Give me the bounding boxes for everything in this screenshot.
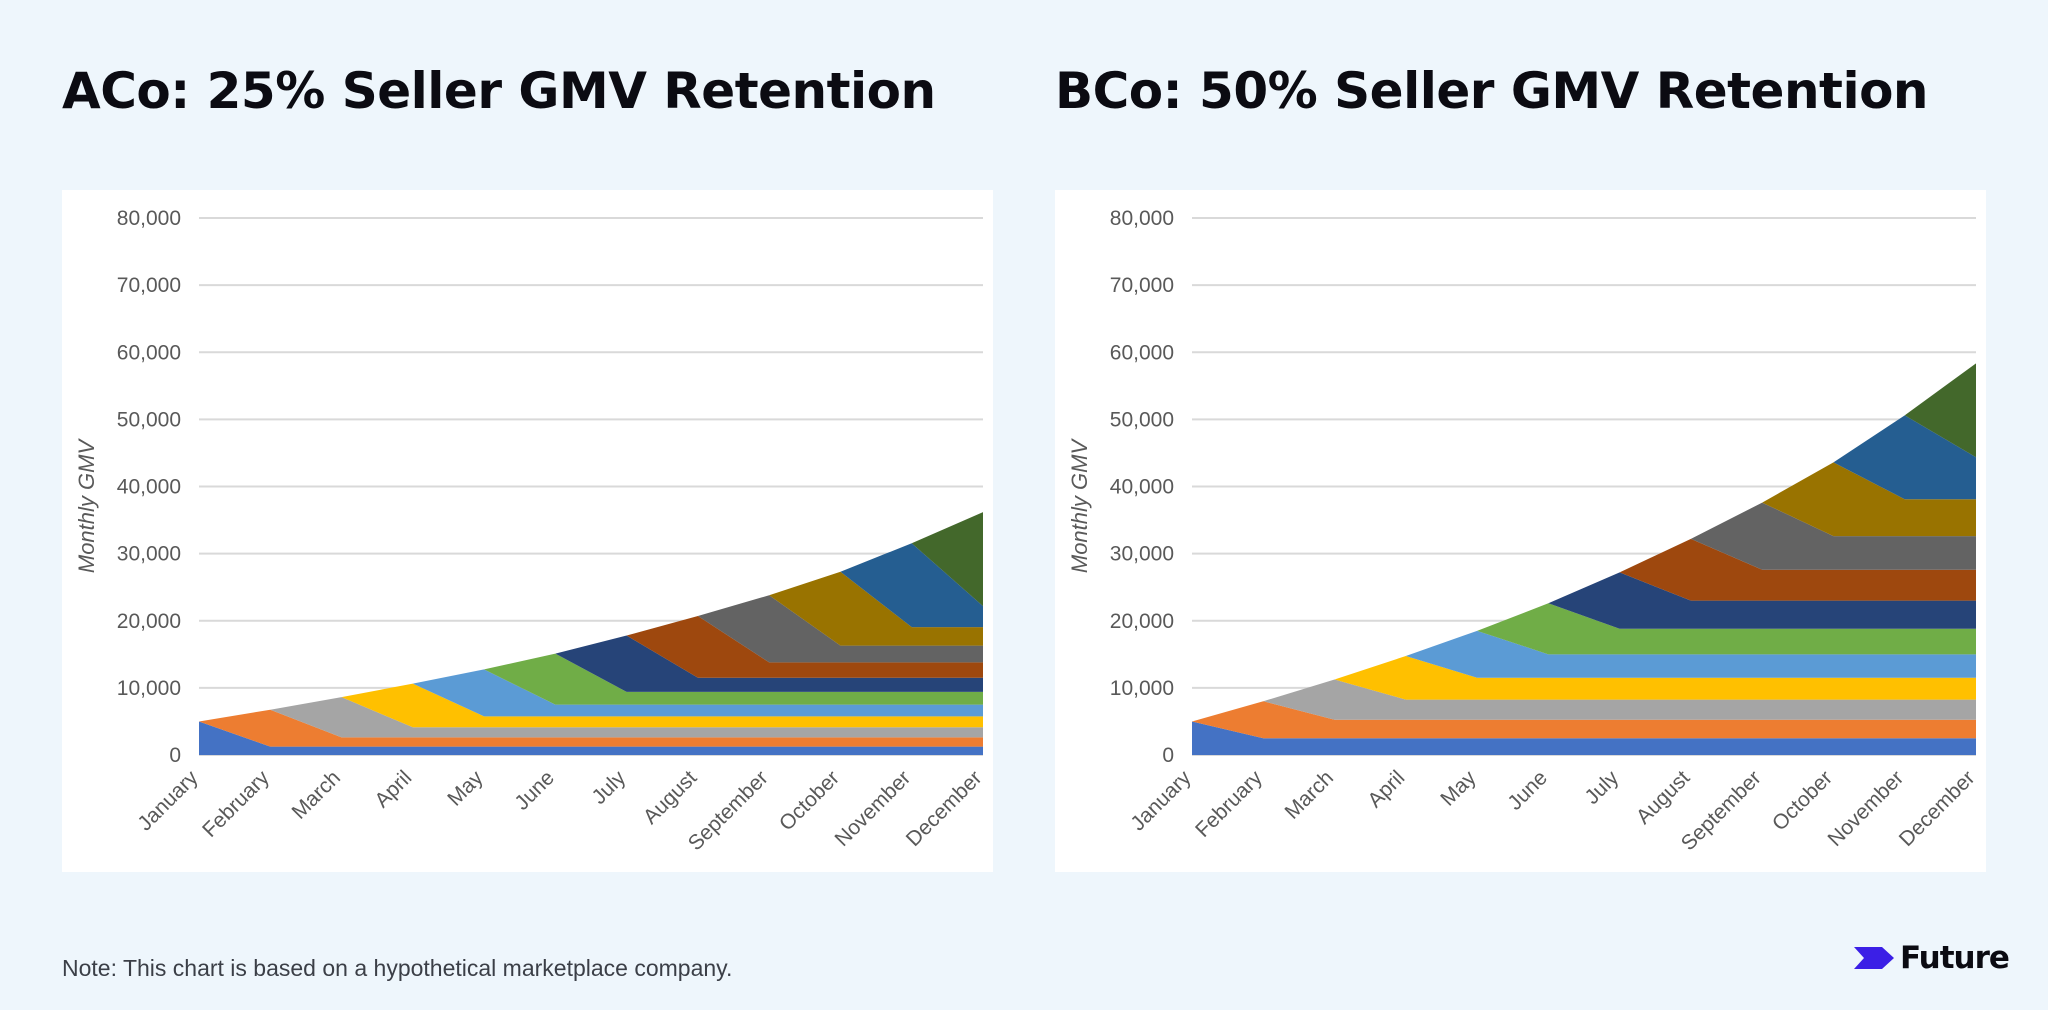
- chart-panel-aco: 0 10,000 20,000 30,000 40,000 50,000 60,000 70,…: [62, 190, 993, 872]
- chart-title-aco: ACo: 25% Seller GMV Retention: [62, 62, 936, 120]
- chart-aco: 0 10,000 20,000 30,000 40,000 50,000 60,000 70,…: [74, 207, 987, 855]
- chart-title-bco: BCo: 50% Seller GMV Retention: [1055, 62, 1929, 120]
- x-tick-label: August: [639, 766, 702, 829]
- area-series-8: [1192, 538, 1976, 722]
- brand-logo: Future: [1852, 940, 2010, 976]
- y-tick-label: 50,000: [117, 408, 181, 431]
- y-tick-label: 60,000: [1110, 341, 1174, 364]
- x-tick-label: February: [198, 766, 274, 842]
- area-series-3: [1192, 679, 1976, 722]
- x-tick-label: November: [830, 766, 915, 851]
- y-tick-label: 10,000: [1110, 677, 1174, 700]
- x-tick-label: July: [587, 766, 630, 809]
- x-tick-label: April: [370, 766, 416, 812]
- x-tick-label: January: [133, 766, 202, 835]
- area-series-4: [1192, 655, 1976, 722]
- y-axis-label: Monthly GMV: [74, 438, 99, 574]
- future-logo-icon: [1854, 947, 1894, 969]
- x-tick-label: June: [1503, 766, 1551, 814]
- x-tick-label: May: [443, 766, 488, 811]
- x-tick-label: May: [1436, 766, 1481, 811]
- x-tick-label: July: [1580, 766, 1623, 809]
- y-axis-label: Monthly GMV: [1067, 438, 1092, 574]
- y-tick-label: 40,000: [1110, 476, 1174, 499]
- y-tick-label: 80,000: [1110, 207, 1174, 230]
- y-tick-label: 20,000: [117, 610, 181, 633]
- area-series-11: [1192, 415, 1976, 722]
- y-tick-label: 0: [169, 744, 181, 767]
- x-tick-label: April: [1363, 766, 1409, 812]
- y-tick-label: 30,000: [1110, 543, 1174, 566]
- area-series-5: [1192, 630, 1976, 722]
- chart-panel-bco: 0 10,000 20,000 30,000 40,000 50,000 60,000 70,…: [1055, 190, 1986, 872]
- area-series-5: [199, 669, 983, 722]
- y-tick-label: 70,000: [117, 274, 181, 297]
- y-tick-label: 80,000: [117, 207, 181, 230]
- area-series-4: [199, 683, 983, 728]
- x-tick-label: January: [1126, 766, 1195, 835]
- y-tick-label: 40,000: [117, 476, 181, 499]
- y-tick-label: 10,000: [117, 677, 181, 700]
- y-tick-label: 30,000: [117, 543, 181, 566]
- x-tick-label: November: [1823, 766, 1908, 851]
- x-tick-label: March: [288, 766, 346, 824]
- x-tick-label: March: [1281, 766, 1339, 824]
- x-tick-label: June: [510, 766, 558, 814]
- footnote: Note: This chart is based on a hypotheti…: [62, 955, 733, 981]
- area-series-11: [199, 543, 983, 722]
- x-tick-label: August: [1632, 766, 1695, 829]
- chart-bco: 0 10,000 20,000 30,000 40,000 50,000 60,000 70,…: [1067, 207, 1980, 855]
- area-series-7: [199, 635, 983, 722]
- x-tick-label: October: [775, 766, 844, 835]
- area-series-8: [199, 616, 983, 722]
- y-tick-label: 50,000: [1110, 408, 1174, 431]
- y-tick-label: 20,000: [1110, 610, 1174, 633]
- x-tick-label: October: [1768, 766, 1837, 835]
- x-tick-label: February: [1191, 766, 1267, 842]
- area-series-6: [1192, 603, 1976, 722]
- area-series-9: [1192, 502, 1976, 722]
- area-series-9: [199, 595, 983, 722]
- area-series-6: [199, 653, 983, 722]
- y-tick-label: 70,000: [1110, 274, 1174, 297]
- brand-name: Future: [1900, 940, 2010, 976]
- area-series-7: [1192, 572, 1976, 722]
- x-tick-label: December: [902, 766, 987, 851]
- x-tick-label: December: [1895, 766, 1980, 851]
- y-tick-label: 60,000: [117, 341, 181, 364]
- y-tick-label: 0: [1162, 744, 1174, 767]
